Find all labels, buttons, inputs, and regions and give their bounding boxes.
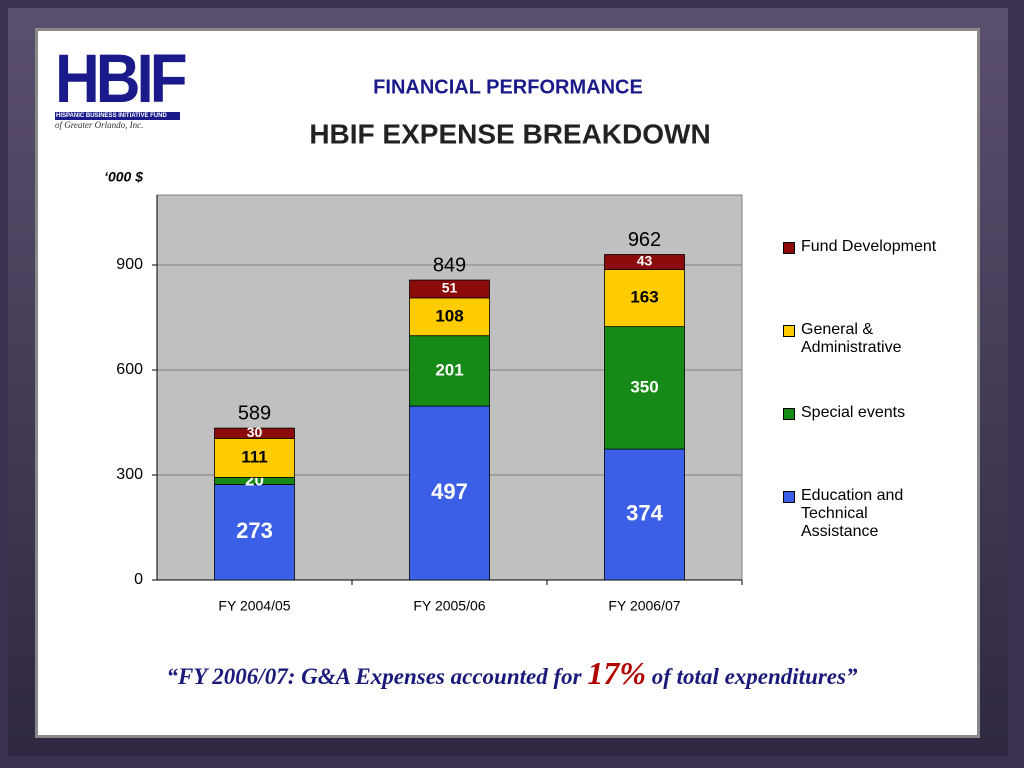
- x-tick-label: FY 2004/05: [218, 598, 290, 614]
- data-label: 51: [442, 280, 458, 296]
- legend-swatch: [783, 491, 795, 503]
- quote-highlight: 17%: [587, 655, 646, 691]
- legend-label: General & Administrative: [801, 321, 902, 356]
- legend-swatch: [783, 242, 795, 254]
- legend-label: Fund Development: [801, 238, 937, 255]
- quote-text: of total expenditures”: [646, 664, 858, 689]
- y-tick-label: 900: [116, 256, 143, 273]
- bar-segment: [214, 484, 295, 581]
- bar-segment: [604, 326, 685, 450]
- quote-text: “FY 2006/07: G&A Expenses accounted for: [166, 664, 588, 689]
- y-tick-label: 0: [134, 571, 143, 588]
- data-label: 30: [247, 424, 263, 440]
- data-label: 108: [435, 306, 463, 325]
- logo-name: Hispanic Business Initiative Fund: [55, 112, 180, 120]
- bar-segment: [409, 279, 490, 299]
- chart-title: HBIF EXPENSE BREAKDOWN: [309, 118, 710, 149]
- total-label: 962: [628, 229, 661, 251]
- total-label: 589: [238, 402, 271, 424]
- x-tick-label: FY 2006/07: [608, 598, 680, 614]
- legend-swatch: [783, 325, 795, 337]
- bar-segment: [409, 405, 490, 581]
- data-label: 374: [626, 500, 663, 525]
- data-label: 43: [637, 253, 653, 269]
- bar-segment: [604, 269, 685, 327]
- legend-item: Education and Technical Assistance: [783, 487, 943, 541]
- total-label: 849: [433, 254, 466, 276]
- bar-segment: [604, 254, 685, 270]
- legend-label: Special events: [801, 404, 906, 421]
- bar-segment: [214, 438, 295, 478]
- logo: HBIF Hispanic Business Initiative Fund o…: [55, 41, 188, 130]
- legend-label: Education and Technical Assistance: [801, 487, 904, 540]
- bar-segment: [214, 427, 295, 440]
- legend-swatch: [783, 408, 795, 420]
- data-label: 111: [241, 448, 268, 467]
- legend-item: Special events: [783, 404, 943, 422]
- quote: “FY 2006/07: G&A Expenses accounted for …: [0, 655, 1024, 692]
- bar-segment: [409, 297, 490, 337]
- data-label: 497: [431, 479, 468, 504]
- y-tick-label: 300: [116, 466, 143, 483]
- logo-sub: of Greater Orlando, Inc.: [55, 120, 144, 130]
- data-label: 350: [630, 377, 658, 396]
- x-tick-label: FY 2005/06: [413, 598, 485, 614]
- legend-item: General & Administrative: [783, 321, 943, 357]
- y-axis-label: ‘000 $: [104, 169, 143, 185]
- data-label: 163: [630, 288, 658, 307]
- bar-segment: [604, 448, 685, 581]
- legend-item: Fund Development: [783, 238, 943, 256]
- data-label: 201: [435, 360, 463, 379]
- data-label: 273: [236, 518, 273, 543]
- supertitle: FINANCIAL PERFORMANCE: [373, 76, 643, 98]
- y-tick-label: 600: [116, 361, 143, 378]
- logo-mark: HBIF: [55, 41, 188, 118]
- bar-segment: [409, 335, 490, 407]
